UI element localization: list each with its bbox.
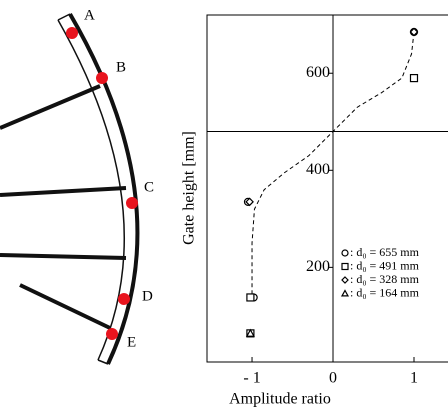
sensor-label: B [116, 59, 126, 75]
gate-skin [68, 12, 140, 365]
x-axis-label: Amplitude ratio [229, 391, 331, 408]
fit-curve [251, 31, 415, 297]
y-axis-label: Gate height [mm] [181, 131, 198, 245]
sensor-label: C [144, 179, 154, 195]
marker [246, 293, 255, 302]
strut [0, 253, 127, 260]
marker [245, 197, 254, 207]
x-tick-label: - 1 [243, 370, 260, 387]
gate-end [97, 359, 109, 365]
legend-label: : d₀ = 655 mm [350, 245, 420, 259]
legend-marker [341, 262, 349, 271]
legend-marker [341, 276, 349, 284]
gate-inner [57, 19, 125, 361]
sensor [118, 293, 130, 305]
marker [409, 73, 419, 83]
sensor [106, 328, 118, 340]
legend-marker [341, 249, 349, 257]
x-tick-label: 1 [410, 370, 418, 387]
y-tick-label: 200 [306, 258, 330, 275]
strut [0, 186, 127, 197]
sensor-label: E [127, 334, 136, 350]
gate-end [57, 13, 71, 21]
legend-label: : d₀ = 164 mm [350, 285, 420, 299]
y-tick-label: 600 [306, 64, 330, 81]
strut [0, 84, 101, 130]
sensor-label: A [84, 7, 95, 23]
legend-marker [340, 289, 350, 297]
sensor [66, 27, 78, 39]
legend-label: : d₀ = 328 mm [350, 272, 420, 286]
marker [245, 328, 255, 337]
x-tick-label: 0 [329, 370, 337, 387]
sensor-label: D [142, 288, 153, 304]
plot-frame [206, 14, 448, 363]
marker [409, 27, 419, 37]
legend-label: : d₀ = 491 mm [350, 258, 420, 272]
sensor [126, 197, 138, 209]
gate-diagram: A B C D E [0, 7, 154, 365]
sensor [96, 72, 108, 84]
y-tick-label: 400 [306, 161, 330, 178]
strut [19, 283, 111, 330]
